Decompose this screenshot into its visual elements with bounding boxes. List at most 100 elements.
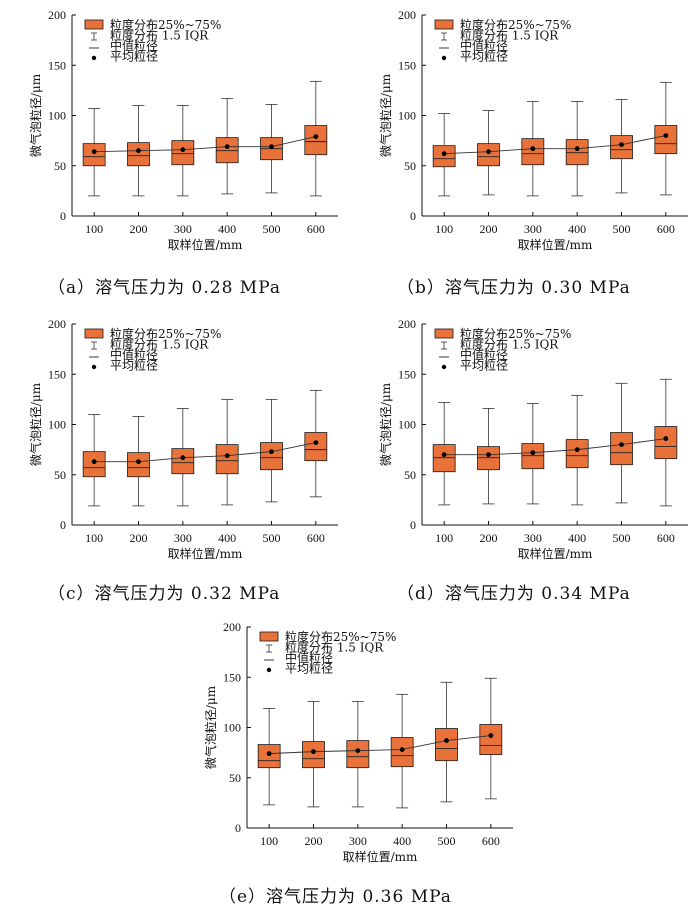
x-tick-label: 400	[218, 222, 236, 236]
x-tick-label: 500	[263, 222, 281, 236]
mean-point	[180, 455, 186, 461]
mean-line	[94, 136, 316, 153]
y-tick-label: 0	[60, 209, 66, 223]
legend-label: 中值粒径	[285, 650, 333, 665]
box-400	[565, 101, 589, 197]
iqr-box	[304, 432, 328, 462]
iqr-box	[521, 443, 545, 470]
iqr-box	[610, 135, 633, 160]
mean-point	[355, 748, 361, 754]
iqr-box	[127, 142, 150, 167]
y-tick-label: 200	[398, 317, 416, 331]
y-tick-label: 100	[398, 109, 416, 123]
y-tick-label: 100	[48, 418, 66, 432]
x-axis-label: 取样位置/mm	[518, 546, 593, 561]
iqr-box	[565, 139, 589, 166]
legend-label: 粒度分布25%~75%	[110, 17, 221, 32]
legend-label: 中值粒径	[110, 38, 158, 53]
box-200	[127, 105, 150, 197]
legend-mean-swatch	[441, 55, 447, 61]
legend-box-swatch	[434, 328, 454, 339]
iqr-box	[257, 744, 281, 769]
iqr-box	[477, 143, 500, 167]
legend-label: 平均粒径	[110, 49, 158, 64]
iqr-box	[432, 145, 456, 168]
legend-label: 中值粒径	[460, 38, 508, 53]
legend-label: 平均粒径	[110, 358, 158, 373]
box-300	[521, 402, 545, 505]
mean-point	[574, 146, 580, 152]
mean-point	[619, 142, 624, 148]
legend-label: 粒度分布 1.5 IQR	[460, 337, 559, 352]
x-tick-label: 100	[85, 531, 103, 545]
iqr-box	[654, 426, 678, 460]
mean-point	[136, 148, 141, 154]
mean-point	[313, 134, 319, 140]
y-tick-label: 100	[48, 109, 66, 123]
x-tick-label: 600	[307, 531, 325, 545]
mean-point	[574, 447, 580, 453]
x-tick-label: 600	[657, 222, 675, 236]
y-axis-label: 微气泡粒径/μm	[203, 685, 218, 769]
mean-line	[444, 135, 666, 155]
iqr-box	[171, 448, 195, 475]
x-axis-label: 取样位置/mm	[343, 849, 418, 864]
legend-box-swatch	[434, 19, 454, 30]
iqr-box	[215, 137, 239, 164]
iqr-box	[82, 451, 106, 478]
box-200	[477, 408, 500, 505]
legend-label: 粒度分布 1.5 IQR	[460, 28, 559, 43]
mean-point	[530, 146, 536, 152]
box-100	[432, 401, 456, 506]
y-tick-label: 150	[223, 670, 241, 684]
y-tick-label: 0	[60, 518, 66, 532]
mean-point	[619, 442, 624, 447]
iqr-box	[390, 737, 414, 768]
box-300	[346, 700, 370, 808]
y-tick-label: 50	[404, 159, 416, 173]
mean-point	[663, 436, 669, 441]
iqr-box	[654, 125, 678, 155]
mean-point	[269, 449, 274, 455]
y-tick-label: 150	[398, 367, 416, 381]
chart-a-svg: 0 50 100 150 200 100 200 300 400 500 600 取样位置/mm 微气泡…	[28, 8, 338, 252]
caption-e: （e）溶气压力为 0.36 MPa	[219, 887, 452, 907]
legend-label: 粒度分布25%~75%	[285, 629, 396, 644]
box-400	[565, 394, 589, 506]
x-axis-label: 取样位置/mm	[168, 546, 243, 561]
box-400	[215, 398, 239, 506]
x-tick-label: 500	[438, 834, 456, 848]
x-tick-label: 100	[260, 834, 278, 848]
iqr-box	[346, 740, 370, 769]
iqr-box	[479, 724, 503, 756]
legend-mean-swatch	[266, 667, 272, 673]
iqr-box	[127, 452, 150, 478]
chart-e-svg: 0 50 100 150 200 100 200 300 400 500 600 取样位置/mm 微气泡…	[203, 620, 513, 864]
mean-point	[530, 450, 536, 456]
chart-b-svg: 0 50 100 150 200 100 200 300 400 500 600 取样位置/mm 微气泡…	[378, 8, 688, 252]
chart-e: 0 50 100 150 200 100 200 300 400 500 600 取样位置/mm 微气泡…	[175, 612, 525, 874]
x-tick-label: 200	[480, 531, 498, 545]
legend-label: 粒度分布25%~75%	[460, 326, 571, 341]
legend-mean-swatch	[441, 364, 447, 370]
y-tick-label: 200	[48, 8, 66, 22]
box-500	[435, 681, 458, 803]
x-tick-label: 100	[85, 222, 103, 236]
mean-point	[486, 452, 491, 458]
x-tick-label: 400	[218, 531, 236, 545]
iqr-box	[82, 143, 106, 167]
mean-point	[224, 453, 230, 459]
mean-line	[94, 442, 316, 463]
x-tick-label: 300	[524, 531, 542, 545]
x-tick-label: 200	[130, 222, 148, 236]
legend-label: 粒度分布 1.5 IQR	[110, 28, 209, 43]
box-600	[654, 378, 678, 507]
x-tick-label: 200	[305, 834, 323, 848]
mean-line	[269, 735, 491, 755]
mean-point	[224, 144, 230, 150]
legend-label: 平均粒径	[460, 358, 508, 373]
legend-label: 中值粒径	[460, 347, 508, 362]
